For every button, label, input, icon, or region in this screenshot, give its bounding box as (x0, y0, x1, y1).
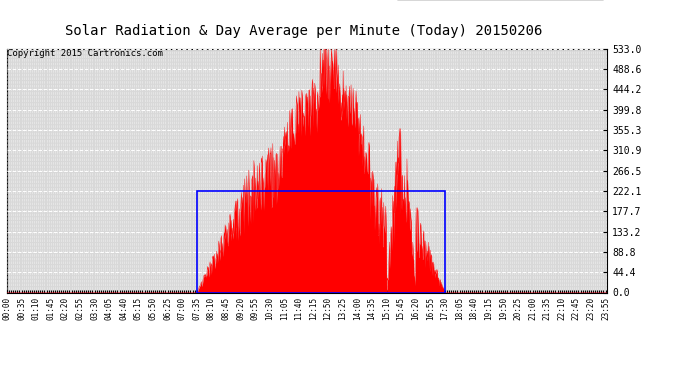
Text: Copyright 2015 Cartronics.com: Copyright 2015 Cartronics.com (7, 49, 163, 58)
Text: Solar Radiation & Day Average per Minute (Today) 20150206: Solar Radiation & Day Average per Minute… (65, 24, 542, 38)
Bar (197, 191, 445, 292)
